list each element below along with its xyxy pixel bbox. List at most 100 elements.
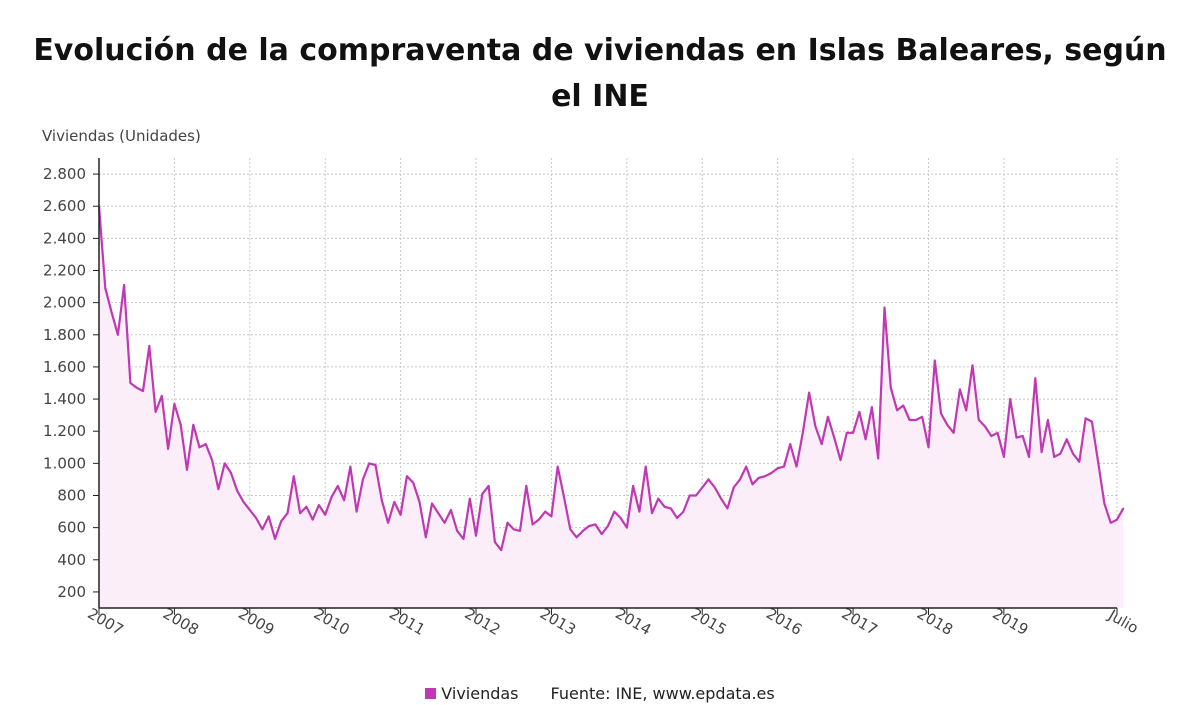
data-point (242, 501, 245, 503)
data-point (129, 382, 132, 384)
data-point (776, 467, 779, 470)
x-tick-label: 2014 (612, 604, 654, 639)
data-point (538, 518, 540, 521)
data-point (644, 465, 647, 468)
data-point (280, 520, 283, 523)
y-tick-label: 800 (57, 487, 86, 505)
x-tick-label: 2018 (914, 604, 956, 639)
data-point (977, 419, 980, 421)
data-point (927, 446, 930, 449)
y-tick-label: 2.600 (43, 197, 86, 215)
data-point (406, 475, 408, 478)
y-tick-label: 600 (57, 519, 86, 537)
data-point (757, 476, 760, 479)
data-point (707, 478, 710, 481)
data-point (255, 517, 257, 519)
data-point (915, 419, 917, 421)
data-point (726, 507, 729, 510)
data-point (148, 345, 151, 347)
data-point (135, 386, 138, 389)
data-point (1059, 452, 1062, 455)
x-tick-label: 2008 (160, 604, 202, 639)
data-point (1122, 507, 1125, 510)
data-point (908, 419, 911, 421)
data-point (889, 386, 892, 389)
y-tick-label: 400 (57, 551, 86, 569)
data-point (311, 518, 314, 521)
data-point (437, 512, 440, 515)
data-point (110, 311, 113, 314)
data-point (1003, 456, 1005, 458)
x-tick-label: 2007 (84, 604, 126, 639)
data-point (563, 496, 565, 498)
data-point (418, 501, 421, 503)
data-point (368, 462, 371, 465)
data-point (399, 513, 402, 516)
data-point (380, 499, 383, 502)
data-point (965, 409, 968, 412)
data-point (487, 485, 490, 487)
legend-label: Viviendas (441, 684, 519, 703)
data-point (468, 497, 471, 500)
data-point (613, 510, 616, 513)
x-tick-label: 2017 (839, 604, 881, 639)
series-area (99, 206, 1124, 608)
data-point (374, 464, 377, 466)
data-point (1078, 460, 1081, 463)
data-point (745, 465, 748, 468)
data-point (186, 468, 188, 471)
data-point (393, 501, 396, 503)
data-point (820, 443, 823, 445)
data-point (204, 443, 207, 445)
y-axis-unit-label: Viviendas (Unidades) (42, 127, 201, 145)
data-point (682, 510, 685, 513)
data-point (343, 499, 345, 502)
data-point (349, 465, 352, 468)
data-point (481, 493, 484, 495)
data-point (864, 438, 867, 441)
data-point (827, 415, 829, 418)
data-point (267, 515, 270, 518)
data-point (1103, 502, 1106, 505)
data-point (475, 534, 477, 537)
data-point (450, 509, 452, 511)
data-point (274, 538, 276, 540)
data-point (701, 486, 704, 489)
data-point (299, 512, 301, 515)
data-point (638, 510, 641, 513)
data-point (286, 512, 289, 515)
data-point (556, 465, 559, 468)
y-tick-label: 2.800 (43, 165, 86, 183)
data-point (305, 505, 308, 508)
data-point (852, 431, 854, 434)
data-point (751, 483, 754, 486)
data-point (801, 431, 804, 434)
data-point (575, 536, 578, 539)
x-tick-label: 2019 (989, 604, 1031, 639)
data-point (1072, 452, 1074, 455)
data-point (456, 530, 459, 532)
data-point (569, 528, 572, 531)
data-point (1116, 518, 1118, 521)
data-point (1097, 460, 1099, 463)
data-point (795, 465, 798, 468)
data-point (142, 390, 144, 392)
data-point (814, 425, 817, 428)
chart-legend: Viviendas Fuente: INE, www.epdata.es (0, 684, 1200, 703)
data-point (600, 533, 603, 535)
data-point (211, 459, 214, 461)
data-point (657, 497, 660, 500)
data-point (632, 485, 634, 487)
data-point (117, 333, 119, 336)
data-point (732, 486, 735, 489)
data-point (1028, 456, 1030, 458)
y-tick-label: 200 (57, 583, 86, 601)
data-point (387, 521, 389, 524)
data-point (519, 530, 521, 532)
data-point (946, 423, 949, 426)
legend-swatch (425, 688, 437, 699)
data-point (104, 287, 107, 290)
y-tick-label: 1.400 (43, 390, 86, 408)
data-point (996, 431, 999, 434)
data-point (198, 446, 201, 449)
